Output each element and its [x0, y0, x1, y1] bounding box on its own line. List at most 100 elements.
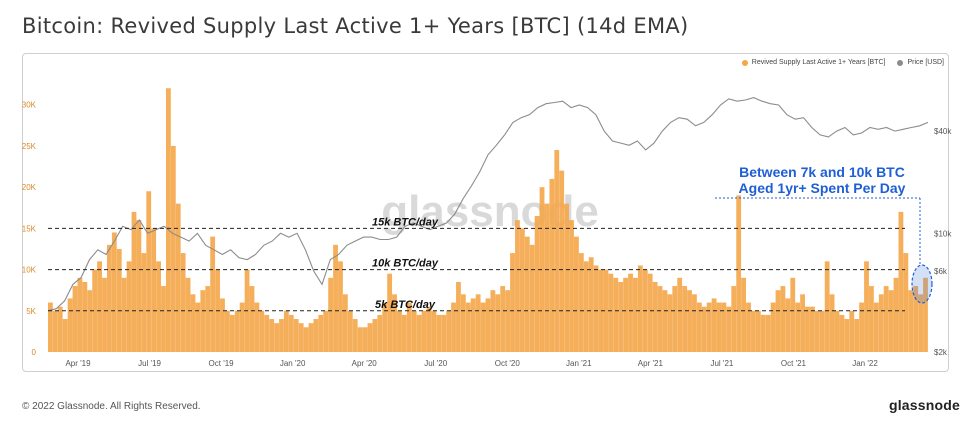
supply-bar	[918, 294, 923, 352]
supply-bar	[131, 211, 137, 352]
supply-bar	[628, 273, 633, 352]
legend-item-price[interactable]: Price [USD]	[897, 59, 944, 66]
supply-bar	[367, 323, 373, 352]
supply-bar	[180, 253, 186, 352]
supply-bar	[318, 314, 324, 352]
legend-swatch-supply	[741, 59, 748, 66]
supply-bar	[165, 88, 171, 353]
supply-bar	[185, 277, 191, 352]
supply-bar	[623, 277, 629, 352]
supply-bar	[161, 286, 166, 352]
supply-bar	[495, 294, 501, 352]
supply-bar	[574, 236, 579, 352]
callout-highlight	[911, 264, 933, 304]
supply-bar	[303, 327, 309, 352]
supply-bar	[539, 187, 545, 352]
supply-bar	[706, 302, 712, 352]
supply-bar	[342, 294, 348, 352]
supply-bar	[908, 290, 914, 352]
y-right-tick: $40k	[934, 127, 952, 136]
supply-bar	[338, 261, 343, 352]
supply-bar	[441, 314, 447, 352]
supply-bar	[647, 273, 653, 352]
supply-bar	[347, 310, 353, 352]
y-left-tick: 20K	[22, 183, 37, 192]
supply-bar	[72, 286, 78, 352]
supply-bar	[795, 302, 801, 352]
supply-bar	[731, 286, 737, 352]
supply-bar	[736, 195, 742, 352]
supply-bar	[490, 290, 496, 352]
x-tick: Jul '21	[710, 359, 733, 368]
supply-bar	[411, 310, 417, 352]
supply-bar	[810, 306, 815, 352]
supply-bar	[844, 319, 850, 352]
supply-bar	[151, 228, 157, 352]
supply-bar	[259, 310, 265, 352]
supply-bar	[657, 286, 663, 352]
supply-bar	[97, 261, 102, 352]
supply-bar	[711, 298, 717, 352]
ref-line-label: 5k BTC/day	[375, 299, 436, 311]
supply-bar	[854, 319, 860, 352]
y-right-tick: $10k	[934, 229, 952, 238]
supply-bar	[392, 294, 397, 352]
supply-bar	[775, 290, 781, 352]
supply-bar	[470, 298, 476, 352]
supply-bar	[234, 310, 240, 352]
supply-bar	[92, 269, 98, 352]
supply-bar	[121, 277, 127, 352]
legend-label-price: Price [USD]	[907, 59, 944, 66]
supply-bar	[333, 244, 338, 352]
supply-bar	[328, 277, 334, 352]
supply-bar	[903, 253, 909, 352]
supply-bar	[421, 310, 427, 352]
y-left-tick: 0	[32, 348, 37, 357]
supply-bar	[515, 220, 520, 352]
supply-bar	[864, 261, 869, 352]
supply-bar	[156, 261, 161, 352]
supply-bar	[569, 220, 574, 352]
supply-bar	[603, 269, 609, 352]
supply-bar	[397, 310, 402, 352]
x-tick: Oct '19	[209, 359, 235, 368]
supply-bar	[505, 290, 511, 352]
supply-bar	[814, 310, 820, 352]
supply-bar	[746, 302, 751, 352]
supply-bar	[834, 310, 840, 352]
legend: Revived Supply Last Active 1+ Years [BTC…	[741, 59, 944, 66]
supply-bar	[357, 327, 363, 352]
supply-bar	[480, 302, 486, 352]
supply-bar	[692, 294, 697, 352]
supply-bar	[790, 277, 796, 352]
supply-bar	[239, 302, 245, 352]
supply-bar	[274, 323, 279, 352]
supply-bar	[913, 286, 919, 352]
supply-bar	[136, 220, 142, 352]
supply-bar	[170, 145, 176, 352]
supply-bar	[465, 302, 471, 352]
supply-bar	[578, 253, 584, 352]
supply-bar	[780, 286, 786, 352]
supply-bar	[785, 298, 791, 352]
supply-bar	[800, 294, 805, 352]
supply-bar	[701, 306, 707, 352]
supply-bar	[323, 310, 329, 352]
x-tick: Jul '19	[138, 359, 161, 368]
y-left-tick: 5K	[26, 307, 36, 316]
supply-bar	[220, 298, 225, 352]
supply-bar	[190, 294, 196, 352]
supply-bar	[485, 298, 491, 352]
supply-bar	[923, 277, 928, 352]
y-left-tick: 30K	[22, 101, 37, 110]
supply-bar	[593, 265, 599, 352]
supply-bar	[524, 236, 530, 352]
supply-bar	[200, 290, 206, 352]
supply-bar	[687, 290, 692, 352]
supply-bar	[682, 286, 688, 352]
legend-item-supply[interactable]: Revived Supply Last Active 1+ Years [BTC…	[741, 59, 885, 66]
supply-bar	[460, 294, 466, 352]
supply-bar	[475, 294, 481, 352]
supply-bar	[146, 191, 152, 352]
